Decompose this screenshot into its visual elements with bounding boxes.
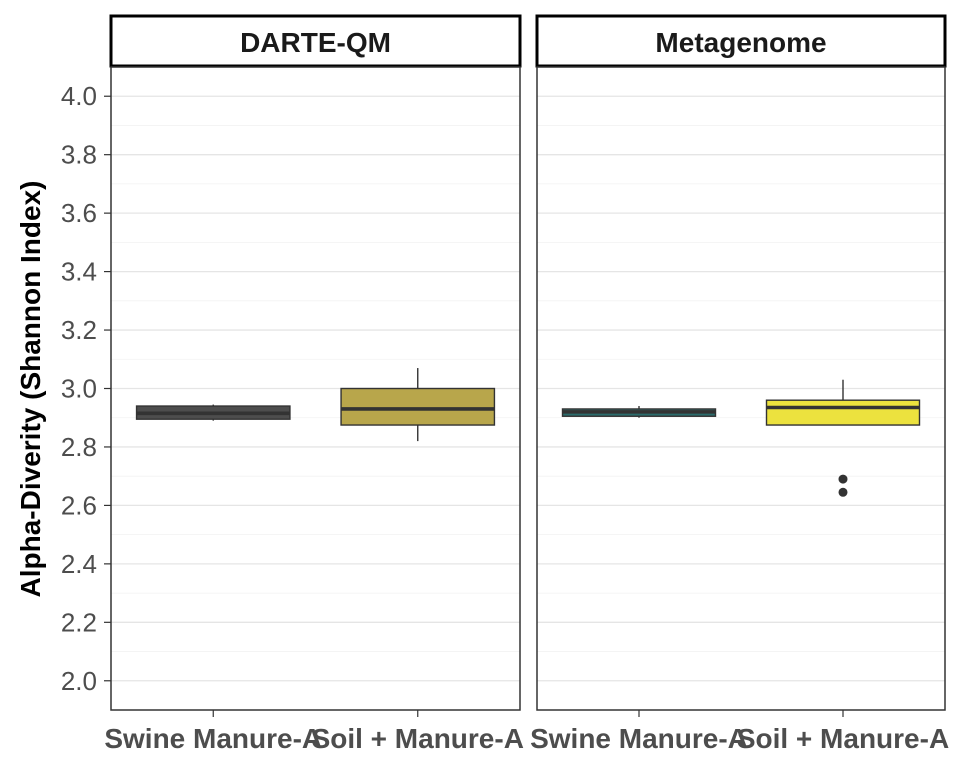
y-axis-title-group: Alpha-Diverity (Shannon Index)	[15, 181, 46, 598]
y-tick-label: 3.4	[61, 257, 97, 287]
box	[765, 379, 921, 497]
x-tick-label: Swine Manure-A	[530, 723, 748, 754]
y-tick-label: 2.8	[61, 432, 97, 462]
x-tick-label: Swine Manure-A	[104, 723, 322, 754]
y-tick-label: 2.6	[61, 490, 97, 520]
box-iqr	[765, 399, 921, 426]
y-tick-label: 2.2	[61, 607, 97, 637]
box	[561, 406, 717, 418]
x-tick-label: Soil + Manure-A	[312, 723, 524, 754]
y-tick-label: 4.0	[61, 81, 97, 111]
box	[340, 368, 496, 442]
y-axis-ticks: 2.0 2.2 2.4 2.6 2.8 3.0 3.2 3.4 3.6 3.8 4.0	[61, 81, 111, 696]
box-iqr	[340, 387, 496, 426]
facet-strip-label: DARTE-QM	[240, 27, 391, 58]
y-tick-label: 3.8	[61, 140, 97, 170]
x-tick-label: Soil + Manure-A	[737, 723, 949, 754]
y-tick-label: 2.4	[61, 549, 97, 579]
outlier-point	[838, 474, 848, 484]
box	[135, 404, 291, 421]
facet-strip-label: Metagenome	[655, 27, 826, 58]
y-tick-label: 3.0	[61, 374, 97, 404]
panel-border	[110, 66, 521, 711]
facet-strip	[109, 14, 522, 68]
y-tick-label: 3.6	[61, 198, 97, 228]
outlier-point	[838, 487, 848, 497]
y-axis-title: Alpha-Diverity (Shannon Index)	[15, 181, 46, 598]
panel-border	[536, 66, 946, 711]
y-tick-label: 2.0	[61, 666, 97, 696]
facet-strip	[535, 14, 947, 68]
y-tick-label: 3.2	[61, 315, 97, 345]
